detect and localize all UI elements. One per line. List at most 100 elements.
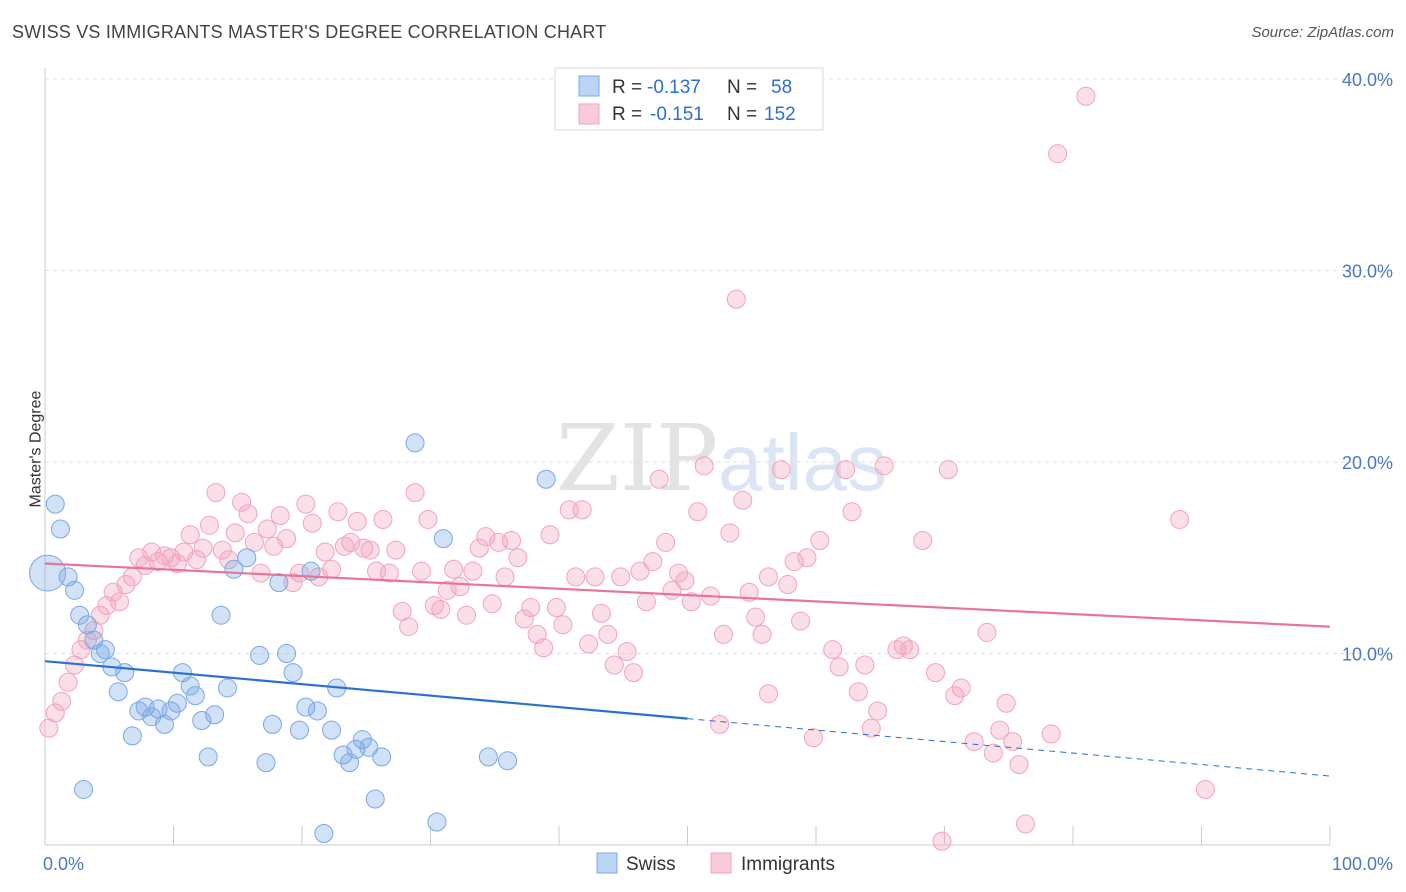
swiss-point xyxy=(70,605,90,625)
y-tick-label: 30.0% xyxy=(1342,262,1393,282)
immigrants-point xyxy=(829,657,849,677)
swiss-trend-line xyxy=(44,660,688,720)
x-tick-label-end: 100.0% xyxy=(1332,854,1393,874)
swiss-point xyxy=(205,705,225,725)
immigrants-point xyxy=(675,571,695,591)
bottom-legend-swiss: Swiss xyxy=(626,854,676,875)
immigrants-point xyxy=(591,603,611,623)
legend-r-label-swiss: R = xyxy=(612,77,642,98)
immigrants-point xyxy=(77,630,97,650)
immigrants-point xyxy=(951,678,971,698)
immigrants-point xyxy=(836,460,856,480)
immigrants-point xyxy=(412,561,432,581)
legend-r-immigrants: -0.151 xyxy=(650,104,704,125)
immigrants-point xyxy=(45,703,65,723)
swiss-point xyxy=(405,433,425,453)
immigrants-point xyxy=(643,552,663,572)
swiss-point xyxy=(256,753,276,773)
immigrants-point xyxy=(482,594,502,614)
swiss-point xyxy=(536,469,556,489)
swiss-point xyxy=(365,789,385,809)
immigrants-point xyxy=(1003,732,1023,752)
swiss-point xyxy=(427,812,447,832)
immigrants-point xyxy=(534,638,554,658)
immigrants-point xyxy=(771,460,791,480)
immigrants-point xyxy=(990,720,1010,740)
immigrants-point xyxy=(1041,724,1061,744)
immigrants-point xyxy=(167,553,187,573)
immigrants-point xyxy=(669,563,689,583)
immigrants-point xyxy=(315,542,335,562)
immigrants-point xyxy=(405,483,425,503)
bottom-legend-immigrants: Immigrants xyxy=(741,854,835,875)
immigrants-point xyxy=(71,640,91,660)
swiss-point xyxy=(192,711,212,731)
swiss-point xyxy=(74,779,94,799)
immigrants-point xyxy=(302,513,322,533)
legend-r-swiss: -0.137 xyxy=(647,77,701,98)
immigrants-point xyxy=(572,500,592,520)
swiss-point xyxy=(217,678,237,698)
swiss-point xyxy=(50,519,70,539)
immigrants-point xyxy=(418,509,438,529)
swiss-point xyxy=(211,605,231,625)
immigrants-point xyxy=(232,492,252,512)
immigrants-trend-line xyxy=(44,562,1331,628)
immigrants-point xyxy=(713,624,733,644)
immigrants-point xyxy=(379,563,399,583)
immigrants-point xyxy=(180,525,200,545)
immigrants-point xyxy=(508,548,528,568)
immigrants-point xyxy=(238,504,258,524)
immigrants-point xyxy=(996,693,1016,713)
immigrants-point xyxy=(874,456,894,476)
legend-swatch-immigrants xyxy=(578,103,600,125)
immigrants-point xyxy=(983,743,1003,763)
y-tick-label: 10.0% xyxy=(1342,645,1393,665)
swiss-point xyxy=(180,676,200,696)
immigrants-point xyxy=(791,611,811,631)
swiss-point xyxy=(296,697,316,717)
immigrants-point xyxy=(540,525,560,545)
bottom-legend-swatch-swiss xyxy=(596,852,618,874)
immigrants-point xyxy=(450,576,470,596)
immigrants-point xyxy=(617,642,637,662)
swiss-point xyxy=(115,663,135,683)
immigrants-point xyxy=(868,701,888,721)
immigrants-point xyxy=(823,640,843,660)
tick-labels: 10.0% 20.0% 30.0% 40.0% 0.0% 100.0% xyxy=(43,70,1393,874)
legend-r-label-immigrants: R = xyxy=(612,104,642,125)
immigrants-point xyxy=(277,529,297,549)
immigrants-point xyxy=(726,289,746,309)
immigrants-point xyxy=(1048,144,1068,164)
immigrants-point xyxy=(399,617,419,637)
immigrants-point xyxy=(193,538,213,558)
swiss-point xyxy=(289,720,309,740)
immigrants-point xyxy=(1009,755,1029,775)
immigrants-point xyxy=(932,831,952,851)
swiss-point xyxy=(90,644,110,663)
source-label: Source: ZipAtlas.com xyxy=(1251,24,1394,41)
legend-swatch-swiss xyxy=(578,75,600,97)
immigrants-point xyxy=(848,682,868,702)
legend-n-swiss: 58 xyxy=(771,77,792,98)
swiss-point xyxy=(95,640,115,660)
immigrants-point xyxy=(611,567,631,587)
immigrants-point xyxy=(90,605,110,625)
immigrants-point xyxy=(521,598,541,618)
immigrants-point xyxy=(1170,509,1190,529)
swiss-point xyxy=(185,686,205,706)
immigrants-points xyxy=(39,86,1215,851)
immigrants-point xyxy=(803,728,823,748)
immigrants-point xyxy=(373,509,393,529)
immigrants-point xyxy=(296,494,316,514)
y-tick-label: 40.0% xyxy=(1342,70,1393,90)
immigrants-point xyxy=(861,718,881,738)
swiss-point xyxy=(122,726,142,746)
immigrants-point xyxy=(579,634,599,654)
legend-box: R = -0.137 N = 58 R = -0.151 N = 152 xyxy=(554,67,824,131)
immigrants-point xyxy=(810,531,830,551)
immigrants-point xyxy=(257,519,277,539)
immigrants-point xyxy=(546,598,566,618)
swiss-point xyxy=(307,701,327,721)
